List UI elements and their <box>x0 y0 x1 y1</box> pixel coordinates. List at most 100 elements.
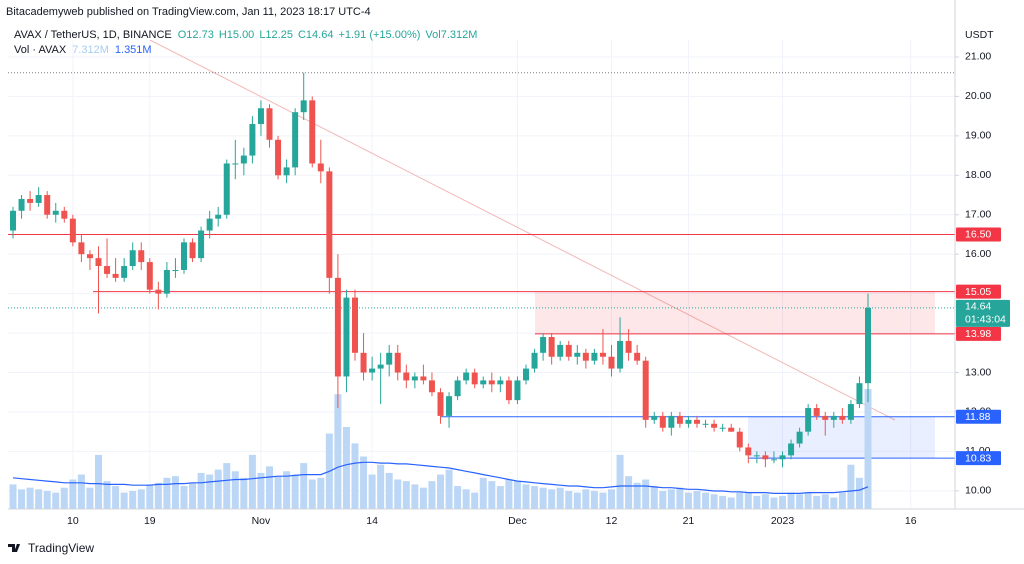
level-tag-label: 10.83 <box>965 452 991 464</box>
candle-body <box>44 195 51 215</box>
volume-bar <box>257 472 265 509</box>
volume-bar <box>796 494 804 509</box>
candle-body <box>275 139 282 176</box>
level-tag <box>956 284 1001 299</box>
volume-bar <box>154 482 162 509</box>
candle-body <box>540 337 547 353</box>
y-tick-label: 19.00 <box>965 130 991 142</box>
candle-body <box>574 352 581 357</box>
x-tick-label: 16 <box>905 515 917 527</box>
y-tick-label: 10.00 <box>965 485 991 497</box>
candle-body <box>411 376 418 381</box>
level-tag <box>956 326 1001 341</box>
candle-body <box>702 423 709 425</box>
candle-body <box>377 364 384 369</box>
ohlc-value: Vol7.312M <box>425 29 477 41</box>
volume-bar <box>9 484 17 509</box>
candle-body <box>266 108 273 140</box>
candle-body <box>591 352 598 361</box>
volume-bar <box>206 474 214 509</box>
candle-body <box>292 112 299 168</box>
candle-body <box>788 443 795 456</box>
volume-bar <box>368 474 376 509</box>
volume-bar <box>419 487 427 509</box>
volume-bar <box>240 477 248 509</box>
volume-bar <box>676 487 684 509</box>
volume-legend-item: 1.351M <box>115 44 152 56</box>
candle-body <box>95 258 102 267</box>
volume-bar <box>744 492 752 509</box>
candle-body <box>523 368 529 381</box>
volume-bar <box>684 492 692 509</box>
candle-body <box>52 210 59 215</box>
footer-brand: TradingView <box>28 541 94 555</box>
candle-body <box>198 230 205 259</box>
volume-bar <box>283 471 291 509</box>
candle-body <box>745 447 752 456</box>
candle-body <box>61 210 68 219</box>
candle-body <box>334 277 341 377</box>
candle-body <box>711 423 718 428</box>
volume-bar <box>633 482 641 509</box>
volume-bar <box>702 492 710 509</box>
level-tag-label: 15.05 <box>965 286 991 298</box>
volume-bar <box>599 492 607 509</box>
candle-body <box>548 337 555 357</box>
volume-bar <box>539 487 547 509</box>
candle-body <box>215 214 222 219</box>
candle-body <box>617 340 624 369</box>
volume-bar <box>556 487 564 509</box>
y-tick-label: 20.00 <box>965 90 991 102</box>
ohlc-value: C14.64 <box>298 29 333 41</box>
candle-body <box>18 198 25 211</box>
volume-bar <box>291 474 299 509</box>
volume-bar <box>667 489 675 509</box>
volume-bar <box>479 477 487 509</box>
candle-body <box>762 455 769 460</box>
volume-bar <box>693 490 701 509</box>
volume-bar <box>761 494 769 509</box>
ohlc-value: +1.91 (+15.00%) <box>338 29 420 41</box>
volume-bar <box>43 490 51 509</box>
volume-bar <box>342 427 350 509</box>
candle-body <box>557 344 564 357</box>
volume-bar <box>590 490 598 509</box>
volume-bar <box>77 474 85 509</box>
ohlc-value: H15.00 <box>219 29 254 41</box>
volume-bar <box>137 489 145 509</box>
volume-bar <box>454 486 462 509</box>
volume-bar <box>462 489 470 509</box>
volume-bar <box>189 482 197 509</box>
volume-bar <box>112 486 120 509</box>
volume-bar <box>231 471 239 509</box>
candle-body <box>796 431 803 444</box>
candle-body <box>668 415 675 428</box>
candle-body <box>813 408 820 416</box>
candle-body <box>659 415 666 428</box>
ohlc-value: O12.73 <box>178 29 214 41</box>
volume-bar <box>642 479 650 509</box>
volume-bar <box>488 481 496 509</box>
volume-bar <box>411 484 419 509</box>
candle-body <box>249 124 256 156</box>
volume-ma-line <box>12 461 869 494</box>
volume-bar <box>146 484 154 509</box>
candle-body <box>283 167 290 176</box>
y-tick-label: 16.00 <box>965 248 991 260</box>
volume-bar <box>625 476 633 509</box>
candle-body <box>27 198 34 203</box>
candle-body <box>189 242 196 259</box>
candle-body <box>394 352 401 373</box>
candle-body <box>454 380 461 397</box>
candle-body <box>770 459 777 461</box>
volume-bar <box>248 454 256 509</box>
volume-bar <box>18 489 26 509</box>
volume-bar <box>864 389 872 509</box>
candle-body <box>497 380 504 385</box>
volume-legend-item: Vol · AVAX <box>14 44 67 56</box>
candle-body <box>104 266 111 274</box>
candle-body <box>223 163 230 215</box>
candle-body <box>625 340 632 353</box>
y-tick-label: 21.00 <box>965 51 991 63</box>
candle-body <box>155 289 162 294</box>
